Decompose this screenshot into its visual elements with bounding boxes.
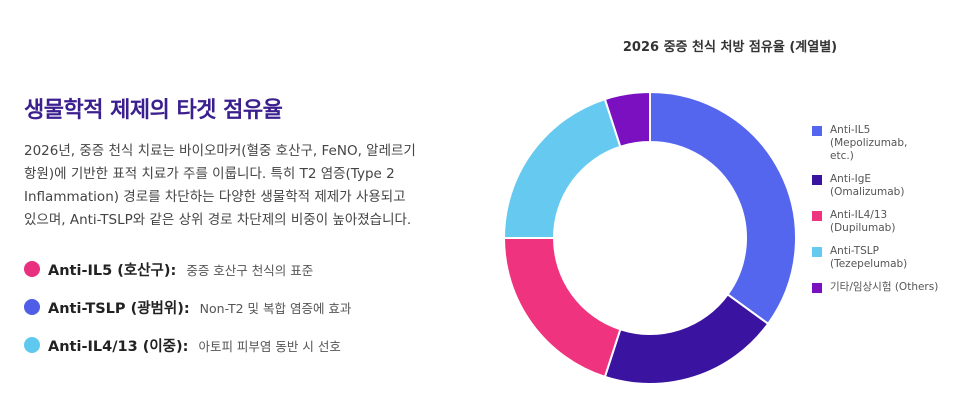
target-list: Anti-IL5 (호산구): 중증 호산구 천식의 표준 Anti-TSLP …	[24, 250, 474, 364]
target-name: Anti-TSLP (광범위):	[48, 300, 190, 317]
target-name: Anti-IL4/13 (이중):	[48, 338, 189, 355]
target-note: Non-T2 및 복합 염증에 효과	[199, 300, 352, 316]
donut-slice-3[interactable]	[502, 97, 622, 239]
bullet-dot-icon	[24, 337, 40, 353]
legend-item[interactable]: Anti-IL4/13 (Dupilumab)	[812, 209, 972, 235]
donut-slice-2[interactable]	[502, 237, 622, 379]
section-title: 생물학적 제제의 타겟 점유율	[24, 98, 283, 123]
legend-item[interactable]: 기타/임상시험 (Others)	[812, 281, 972, 294]
legend-label: Anti-IL5 (Mepolizumab, etc.)	[830, 124, 908, 162]
legend-label: Anti-IL4/13 (Dupilumab)	[830, 209, 896, 234]
chart-title: 2026 중증 천식 처방 점유율 (계열별)	[622, 40, 838, 55]
target-note: 중증 호산구 천식의 표준	[186, 262, 314, 278]
target-name: Anti-IL5 (호산구):	[48, 262, 177, 279]
target-item-anti-il5: Anti-IL5 (호산구): 중증 호산구 천식의 표준	[24, 250, 474, 288]
target-item-anti-tslp: Anti-TSLP (광범위): Non-T2 및 복합 염증에 효과	[24, 288, 474, 326]
info-panel: 생물학적 제제의 타겟 점유율 2026년, 중증 천식 치료는 바이오마커(혈…	[24, 92, 474, 364]
chart-legend: Anti-IL5 (Mepolizumab, etc.) Anti-IgE (Om…	[812, 124, 972, 304]
legend-swatch-icon	[812, 211, 822, 221]
legend-item[interactable]: Anti-IgE (Omalizumab)	[812, 173, 972, 199]
donut-slice-4[interactable]	[603, 92, 651, 148]
legend-label: Anti-TSLP (Tezepelumab)	[830, 245, 908, 270]
legend-swatch-icon	[812, 175, 822, 185]
legend-item[interactable]: Anti-IL5 (Mepolizumab, etc.)	[812, 124, 972, 163]
section-description: 2026년, 중증 천식 치료는 바이오마커(혈중 호산구, FeNO, 알레르…	[24, 143, 416, 228]
target-note: 아토피 피부염 동반 시 선호	[198, 338, 341, 354]
donut-slice-0[interactable]	[649, 92, 797, 326]
legend-swatch-icon	[812, 247, 822, 257]
legend-label: 기타/임상시험 (Others)	[830, 281, 939, 293]
bullet-dot-icon	[24, 299, 40, 315]
target-item-anti-il4-13: Anti-IL4/13 (이중): 아토피 피부염 동반 시 선호	[24, 326, 474, 364]
donut-chart	[502, 92, 797, 385]
legend-label: Anti-IgE (Omalizumab)	[830, 173, 905, 198]
legend-swatch-icon	[812, 126, 822, 136]
bullet-dot-icon	[24, 261, 40, 277]
legend-swatch-icon	[812, 283, 822, 293]
donut-slice-1[interactable]	[603, 293, 770, 385]
legend-item[interactable]: Anti-TSLP (Tezepelumab)	[812, 245, 972, 271]
